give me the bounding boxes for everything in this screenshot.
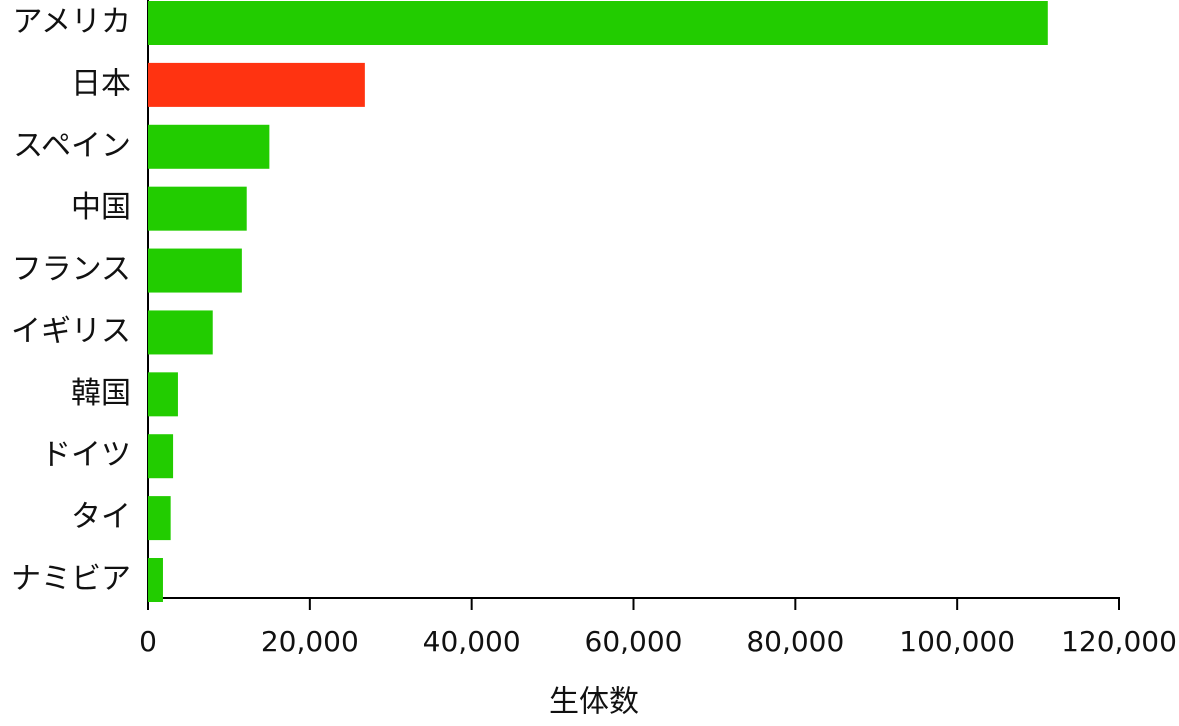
y-tick-label: 韓国 bbox=[71, 376, 131, 411]
bar bbox=[148, 1, 1048, 45]
x-tick-label: 80,000 bbox=[746, 625, 844, 658]
y-tick-label: ドイツ bbox=[41, 438, 131, 473]
bar bbox=[148, 372, 178, 417]
bar bbox=[148, 186, 247, 231]
x-tick-label: 60,000 bbox=[585, 625, 683, 658]
bar bbox=[148, 124, 270, 169]
x-tick-label: 0 bbox=[139, 625, 157, 658]
bar bbox=[148, 496, 171, 541]
bar bbox=[148, 434, 174, 479]
y-tick-label: イギリス bbox=[11, 314, 131, 349]
bar bbox=[148, 248, 242, 293]
x-tick-label: 20,000 bbox=[261, 625, 359, 658]
bar bbox=[148, 62, 365, 107]
y-tick-label: フランス bbox=[12, 252, 131, 287]
x-axis-label: 生体数 bbox=[549, 685, 639, 720]
y-tick-label: アメリカ bbox=[13, 5, 132, 40]
y-tick-label: ナミビア bbox=[11, 562, 131, 597]
x-tick-label: 120,000 bbox=[1061, 625, 1177, 658]
y-tick-label: タイ bbox=[71, 500, 131, 535]
y-tick-label: 日本 bbox=[71, 66, 131, 101]
bar bbox=[148, 310, 213, 355]
y-tick-label: スペイン bbox=[13, 128, 131, 163]
x-tick-label: 40,000 bbox=[423, 625, 521, 658]
x-tick-label: 100,000 bbox=[899, 625, 1015, 658]
y-tick-label: 中国 bbox=[71, 190, 131, 225]
bar bbox=[148, 558, 163, 602]
